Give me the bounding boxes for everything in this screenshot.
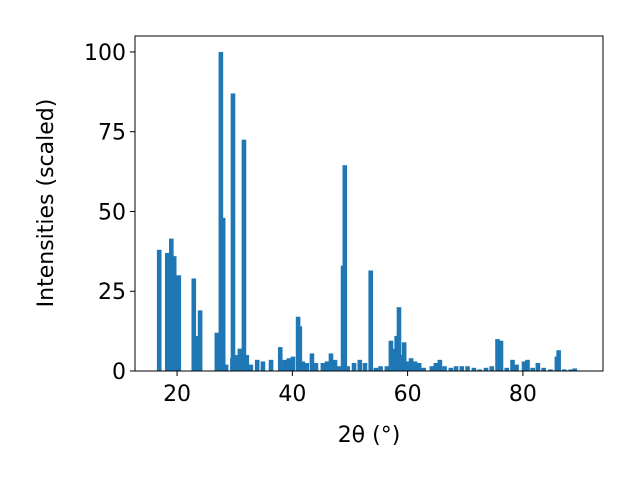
bar [404, 361, 410, 371]
bar [495, 339, 500, 371]
bar [448, 367, 454, 371]
bar [297, 326, 303, 371]
x-tick-label: 60 [394, 382, 422, 407]
bar [421, 367, 427, 371]
bar [234, 355, 240, 371]
bar [320, 363, 326, 371]
bar [164, 252, 170, 371]
bar [568, 369, 574, 371]
bar [401, 342, 407, 371]
bar [290, 356, 296, 371]
bar [277, 347, 283, 371]
bar [471, 367, 477, 371]
bar [309, 353, 315, 371]
bar [362, 363, 368, 371]
bar [282, 359, 288, 371]
bar [459, 366, 465, 371]
bar [514, 364, 519, 371]
bar [429, 366, 435, 371]
bar [416, 363, 422, 371]
bar [342, 165, 348, 371]
bar [304, 363, 310, 371]
bar [194, 335, 200, 371]
bar [556, 350, 561, 371]
plot-frame [134, 35, 604, 372]
bar [156, 249, 162, 371]
bar [535, 363, 541, 371]
bar [373, 367, 379, 371]
bar [260, 361, 266, 371]
bar [169, 238, 174, 371]
bar [248, 364, 254, 371]
bar [483, 367, 489, 371]
bar [465, 366, 470, 371]
bar [548, 369, 553, 371]
bar [368, 270, 374, 371]
bar [530, 367, 535, 371]
x-tick-label: 20 [163, 382, 191, 407]
x-axis-label: 2θ (°) [338, 423, 401, 448]
bar [357, 359, 363, 371]
bar [345, 366, 350, 371]
bar [489, 366, 495, 371]
x-tick-label: 40 [278, 382, 306, 407]
bar [378, 366, 383, 371]
bar [572, 368, 578, 371]
bar [332, 359, 338, 371]
bar [313, 363, 319, 371]
bar [241, 139, 247, 371]
bar [218, 51, 224, 371]
bar [171, 256, 177, 371]
y-tick-label: 50 [98, 200, 126, 225]
bar [437, 359, 443, 371]
bar [453, 366, 459, 371]
y-tick-label: 0 [112, 360, 126, 385]
bar [521, 361, 527, 371]
bar [176, 275, 182, 371]
bar [388, 340, 394, 371]
bar [541, 367, 546, 371]
bar [477, 369, 482, 371]
bar [324, 361, 330, 371]
bar [396, 307, 402, 371]
bar [398, 355, 404, 371]
bar [223, 364, 229, 371]
bar [336, 366, 342, 371]
bar [412, 361, 418, 371]
bar [268, 359, 274, 371]
bar [504, 367, 510, 371]
bar [433, 363, 439, 371]
y-tick-label: 100 [84, 41, 126, 66]
bar [197, 310, 203, 371]
bar [442, 366, 447, 371]
y-tick-label: 25 [98, 280, 126, 305]
bar [562, 369, 567, 371]
bar [510, 359, 515, 371]
bar [286, 358, 292, 371]
bar [408, 358, 414, 371]
bar [328, 353, 334, 371]
bar [300, 361, 306, 371]
bar [230, 93, 236, 371]
x-tick-label: 80 [509, 382, 537, 407]
bar [525, 359, 530, 371]
bar [214, 332, 220, 371]
bar [351, 363, 357, 371]
bar [244, 355, 250, 371]
y-tick-label: 75 [98, 121, 126, 146]
bar [220, 217, 226, 371]
bar [254, 359, 260, 371]
bar [237, 348, 243, 371]
bar [498, 340, 504, 371]
bar [191, 278, 197, 371]
bar [384, 366, 390, 371]
y-axis-label: Intensities (scaled) [34, 99, 59, 308]
